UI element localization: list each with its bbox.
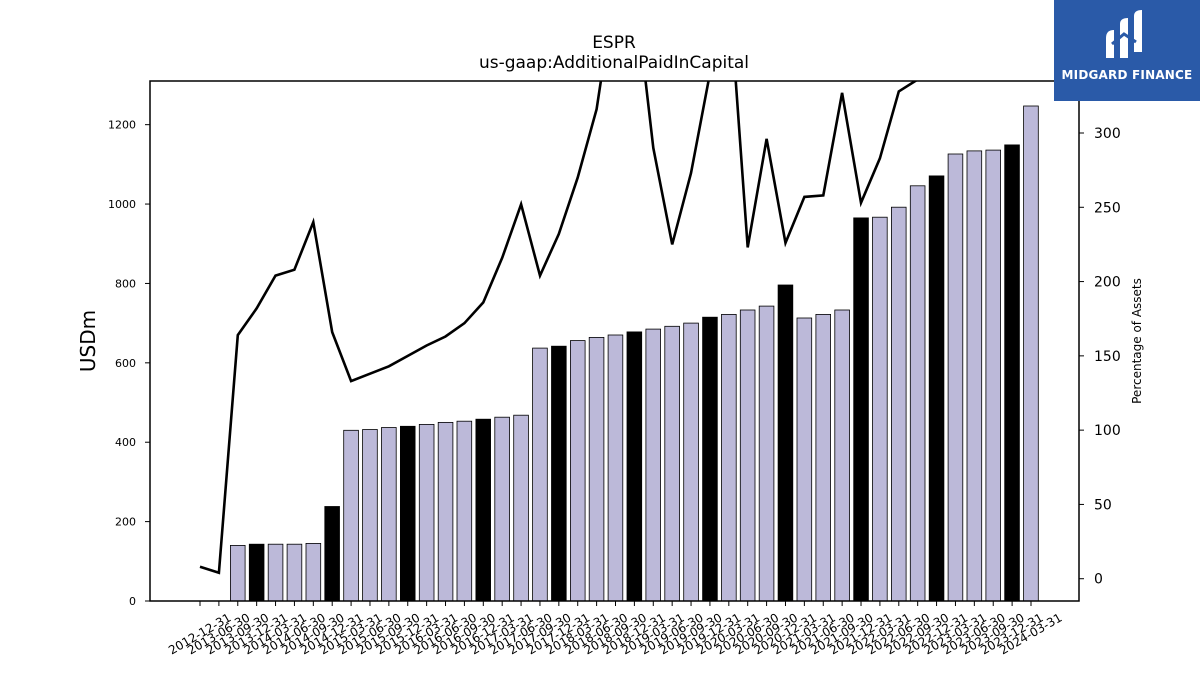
bar	[947, 153, 964, 602]
bar	[248, 543, 265, 602]
y2-axis-label: Percentage of Assets	[1130, 278, 1144, 404]
y-tick-label: 800	[115, 277, 136, 290]
bar	[513, 414, 529, 602]
bar	[475, 418, 491, 602]
bar	[570, 340, 586, 602]
bar-group	[229, 105, 1039, 602]
chart-subtitle: us-gaap:AdditionalPaidInCapital	[479, 53, 749, 73]
bar	[739, 309, 756, 602]
bar	[721, 313, 737, 602]
y2-tick-label: 100	[1094, 423, 1121, 439]
bar	[796, 317, 813, 602]
bar	[909, 185, 926, 602]
bar	[286, 543, 303, 602]
bar	[891, 206, 907, 602]
pct-assets-line	[199, 81, 918, 575]
bar	[664, 325, 680, 602]
y-axis-right: 0 50 100 150 200 250 300	[1079, 126, 1121, 588]
bar	[343, 429, 359, 602]
bar	[532, 347, 548, 602]
pct-line-group	[199, 81, 918, 575]
bar	[683, 322, 699, 602]
bar	[324, 506, 340, 602]
y-axis-left: 0 200 400 600 800 1000 1200	[108, 119, 150, 608]
y-tick-label: 400	[115, 436, 136, 449]
bar	[758, 305, 775, 602]
bar	[381, 427, 397, 602]
bar	[702, 316, 718, 602]
bar	[437, 421, 454, 602]
bar	[872, 216, 888, 602]
bar	[834, 309, 850, 602]
bar	[399, 425, 416, 602]
bar	[1004, 144, 1020, 602]
bar	[362, 429, 378, 602]
brand-logo: MIDGARD FINANCE	[1054, 0, 1200, 101]
y2-tick-label: 250	[1094, 200, 1121, 216]
plot-frame	[149, 80, 1080, 602]
y-tick-label: 200	[115, 516, 136, 529]
bar	[815, 313, 832, 602]
y2-tick-label: 150	[1094, 349, 1121, 365]
bar	[928, 175, 945, 602]
y-tick-label: 600	[115, 357, 136, 370]
bar	[853, 217, 869, 602]
y-axis-label: USDm	[76, 310, 100, 372]
y2-tick-label: 200	[1094, 275, 1121, 291]
y2-tick-label: 0	[1094, 572, 1103, 588]
bar	[229, 545, 246, 602]
y2-tick-label: 300	[1094, 126, 1121, 142]
bar	[607, 334, 624, 602]
chart-title: ESPR	[592, 33, 636, 53]
bar	[551, 345, 567, 602]
bar	[267, 543, 284, 602]
bar	[456, 420, 473, 602]
bar	[626, 331, 643, 602]
brand-name: MIDGARD FINANCE	[1061, 68, 1193, 82]
bar	[985, 149, 1002, 602]
bar	[966, 150, 983, 602]
bar	[305, 543, 322, 602]
bar	[588, 336, 605, 602]
y-tick-label: 1000	[108, 198, 136, 211]
bar	[418, 423, 435, 602]
x-axis: 2012-12-312013-06-302013-09-302013-12-31…	[166, 601, 1065, 657]
y2-tick-label: 50	[1094, 497, 1112, 513]
bar	[645, 328, 662, 602]
bar	[1023, 105, 1039, 602]
bar	[777, 284, 794, 602]
y-tick-label: 1200	[108, 119, 136, 132]
bar	[494, 416, 510, 602]
brand-logo-icon	[1106, 10, 1142, 58]
y-tick-label: 0	[129, 595, 136, 608]
